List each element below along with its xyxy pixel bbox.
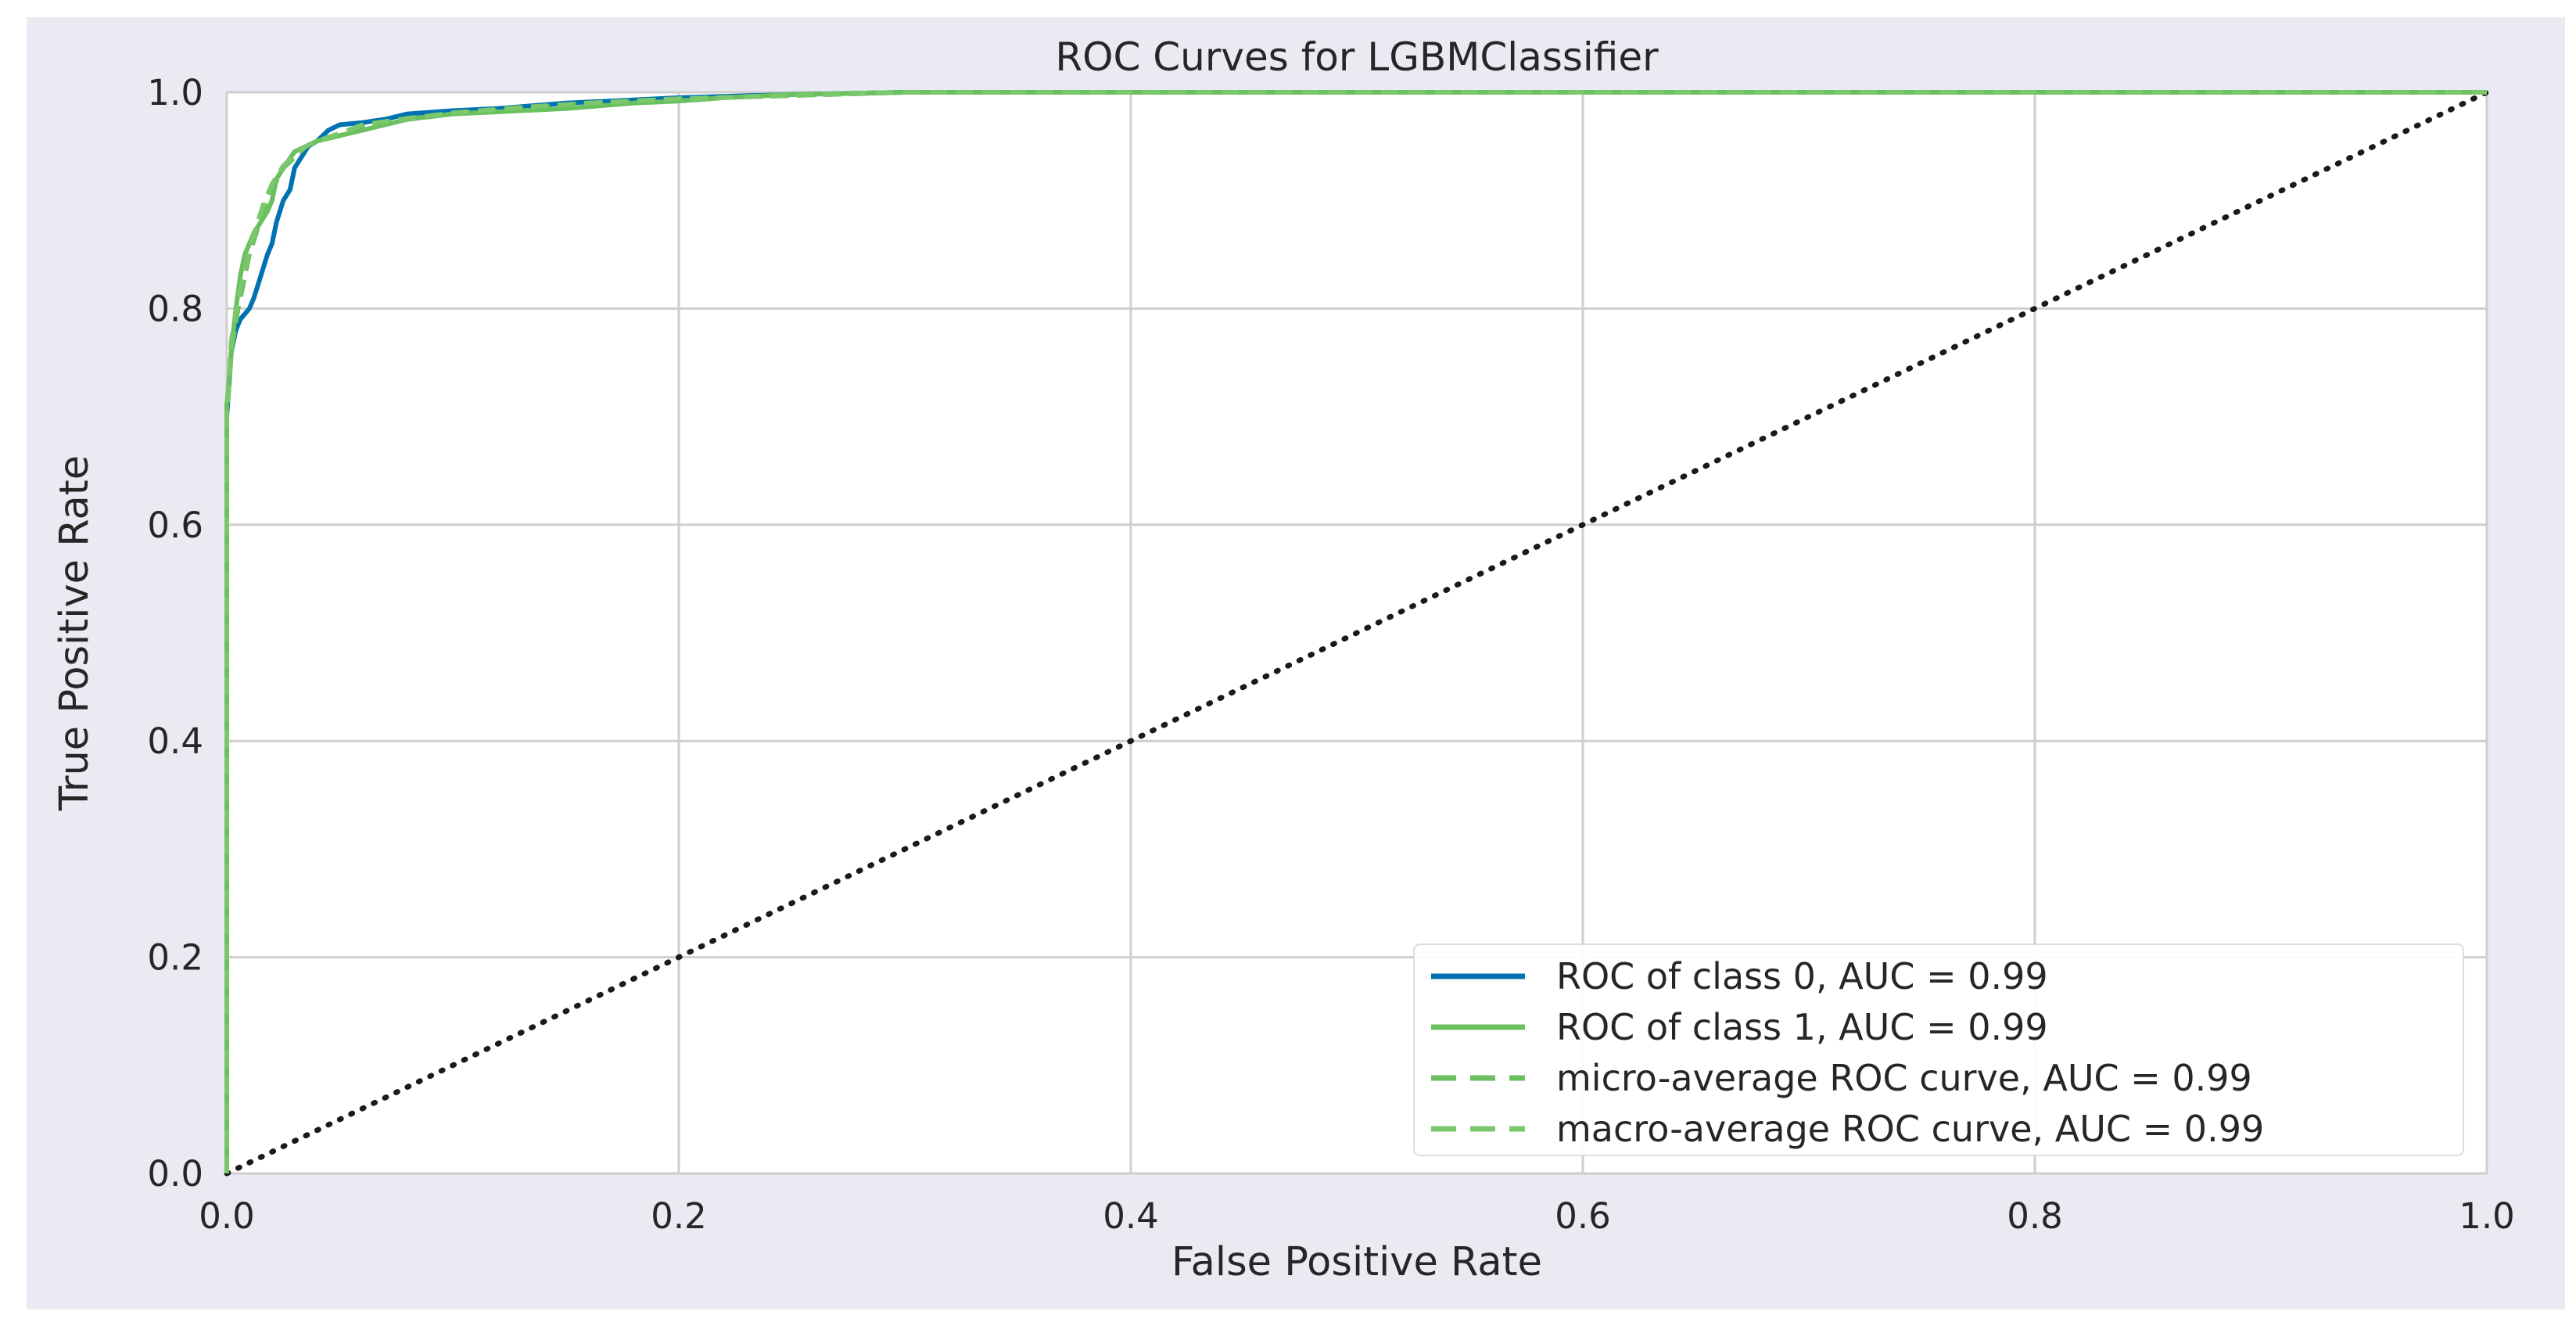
- legend-entries: ROC of class 0, AUC = 0.99 ROC of class 1…: [1431, 955, 2264, 1150]
- x-tick-labels: 0.0 0.2 0.4 0.6 0.8 1.0: [199, 1195, 2515, 1237]
- series-layer: [224, 90, 2487, 1173]
- reference-line-layer: [224, 89, 2490, 1177]
- x-tick-label: 1.0: [2459, 1195, 2515, 1237]
- y-tick-label: 0.4: [147, 720, 203, 762]
- legend-entry-label: ROC of class 0, AUC = 0.99: [1556, 955, 2048, 997]
- y-axis-label: True Positive Rate: [52, 455, 98, 811]
- legend-box: [1413, 943, 2464, 1156]
- x-axis-label: False Positive Rate: [1171, 1239, 1542, 1285]
- x-tick-label: 0.8: [2007, 1195, 2063, 1237]
- legend: ROC of class 0, AUC = 0.99 ROC of class 1…: [1413, 943, 2464, 1156]
- legend-entry-label: micro-average ROC curve, AUC = 0.99: [1556, 1057, 2252, 1099]
- legend-entry-label: ROC of class 1, AUC = 0.99: [1556, 1006, 2048, 1048]
- macro-average-roc-curve: [224, 90, 2487, 1173]
- y-tick-label: 0.2: [147, 937, 203, 979]
- y-tick-label: 0.8: [147, 288, 203, 329]
- random-classifier-diagonal: [224, 89, 2490, 1177]
- chart-title: ROC Curves for LGBMClassifier: [1055, 34, 1659, 80]
- y-tick-label: 0.6: [147, 505, 203, 546]
- x-tick-label: 0.2: [651, 1195, 707, 1237]
- x-tick-label: 0.4: [1103, 1195, 1159, 1237]
- y-tick-label: 0.0: [147, 1153, 203, 1195]
- legend-entry-label: macro-average ROC curve, AUC = 0.99: [1556, 1108, 2264, 1150]
- y-tick-label: 1.0: [147, 72, 203, 113]
- x-tick-label: 0.6: [1555, 1195, 1611, 1237]
- x-tick-label: 0.0: [199, 1195, 255, 1237]
- y-tick-labels: 0.0 0.2 0.4 0.6 0.8 1.0: [147, 72, 203, 1195]
